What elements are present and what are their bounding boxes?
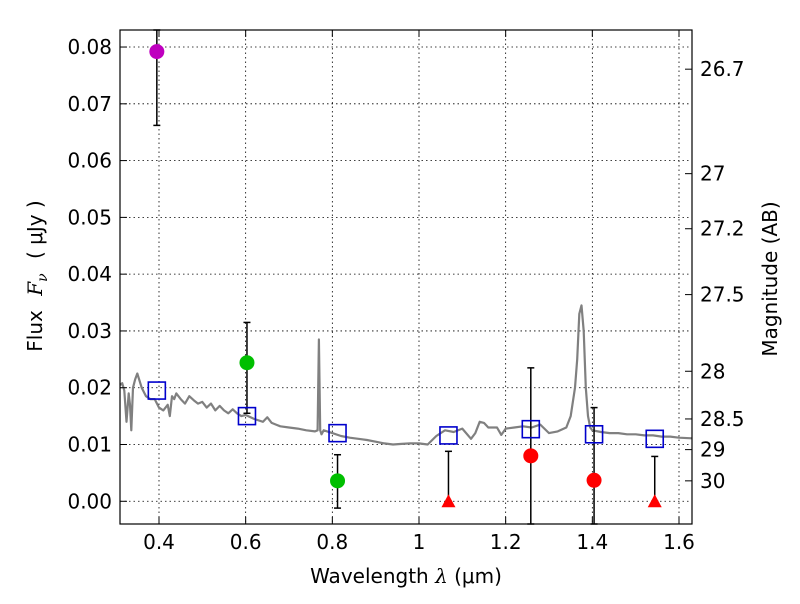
x-axis-label: Wavelength λ (μm): [310, 564, 502, 588]
plot-frame: [119, 29, 693, 525]
data-point-circle: [149, 44, 165, 60]
y-axis-label-unit: ( μJy ): [23, 200, 47, 259]
x-tick-label: 0.6: [230, 530, 262, 554]
y-tick-label: 0.06: [67, 149, 112, 173]
mag-tick-label: 27.2: [700, 217, 745, 241]
mag-tick-label: 29: [700, 438, 725, 462]
model-photometry-square: [147, 381, 167, 400]
x-tick-label: 0.4: [143, 530, 175, 554]
x-axis-label-main: Wavelength: [310, 564, 429, 588]
data-point-circle: [239, 355, 255, 371]
y-axis-label-main: Flux: [23, 310, 47, 352]
model-photometry-square: [439, 426, 458, 445]
data-point-circle: [330, 473, 346, 489]
mag-tick-label: 26.7: [700, 57, 745, 81]
marker-layer: [147, 29, 665, 525]
spectrum-layer: [119, 304, 693, 446]
data-point-circle: [586, 472, 602, 488]
y-tick-label: 0.07: [67, 92, 112, 116]
x-tick-label: 1.2: [490, 530, 522, 554]
y-axis-label-subscript: ν: [35, 273, 51, 282]
upper-limit-triangle: [647, 494, 662, 508]
model-photometry-square: [237, 406, 257, 426]
mag-tick-label: 28.5: [700, 407, 745, 431]
grid-layer: [120, 30, 692, 524]
y-tick-label: 0.02: [67, 376, 112, 400]
upper-limit-triangle: [441, 494, 456, 508]
x-axis-label-unit: (μm): [454, 564, 502, 588]
y-tick-label: 0.05: [67, 205, 112, 229]
mag-tick-label: 27: [700, 162, 725, 186]
y-axis-label: Flux Fν ( μJy ): [23, 200, 52, 351]
y-tick-label: 0.01: [67, 433, 112, 457]
model-photometry-square: [328, 423, 347, 443]
tick-layer: 0.4 0.6 0.8 1 1.2 1.4 1.6 0.00 0.01 0.02 0.03 0.04 0…: [67, 30, 745, 554]
model-spectrum-line: [119, 304, 693, 446]
mag-tick-label: 30: [700, 469, 725, 493]
y-tick-label: 0.03: [67, 319, 112, 343]
mag-tick-label: 28: [700, 359, 725, 383]
x-axis-label-symbol: λ: [434, 564, 448, 588]
y-tick-label: 0.08: [67, 35, 112, 59]
x-tick-label: 1: [413, 530, 426, 554]
y-axis-label-symbol: F: [23, 281, 47, 297]
x-tick-label: 0.8: [316, 530, 348, 554]
y-tick-label: 0.00: [67, 489, 112, 513]
model-photometry-square: [521, 419, 541, 439]
model-photometry-square: [645, 429, 665, 449]
y2-axis-label: Magnitude (AB): [758, 201, 782, 356]
x-tick-label: 1.6: [663, 530, 695, 554]
data-point-circle: [523, 448, 539, 464]
model-photometry-square: [584, 424, 604, 444]
mag-tick-label: 27.5: [700, 283, 745, 307]
y-tick-label: 0.04: [67, 262, 112, 286]
x-tick-label: 1.4: [576, 530, 608, 554]
